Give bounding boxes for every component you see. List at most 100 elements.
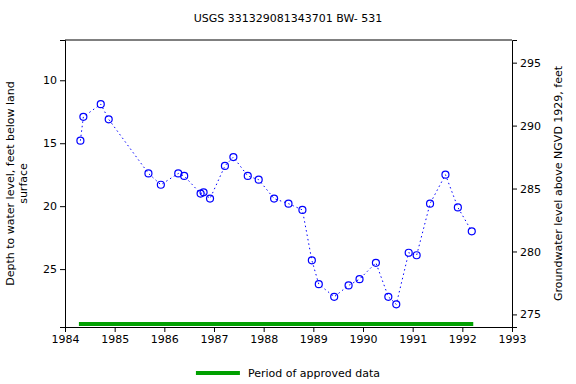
approved-period (79, 322, 473, 326)
data-point (308, 257, 315, 264)
tick: 1992 (449, 327, 477, 346)
tick: 1989 (300, 327, 328, 346)
tick: 1987 (201, 327, 229, 346)
tick-mark (512, 126, 517, 127)
data-point (454, 204, 461, 211)
tick-label: 290 (520, 120, 541, 133)
tick: 25 (43, 263, 65, 276)
tick-label: 285 (520, 183, 541, 196)
y-axis-title: surface (17, 163, 30, 204)
data-point (255, 176, 262, 183)
data-point (345, 282, 352, 289)
tick-mark (462, 327, 463, 332)
data-point (315, 281, 322, 288)
tick-label: 1985 (101, 333, 129, 346)
data-point (413, 252, 420, 259)
tick-mark (60, 143, 65, 144)
tick-mark (512, 251, 517, 252)
data-point (468, 228, 475, 235)
tick-label: 1992 (449, 333, 477, 346)
tick: 20 (43, 200, 65, 213)
axis-line (60, 41, 66, 328)
tick-label: 10 (43, 74, 57, 87)
data-point (356, 276, 363, 283)
tick-label: 1987 (201, 333, 229, 346)
tick-label: 1984 (52, 333, 80, 346)
data-point (427, 200, 434, 207)
data-point (331, 293, 338, 300)
tick-mark (413, 327, 414, 332)
data-point (80, 113, 87, 120)
y-axis: 10 15 20 25 (43, 41, 66, 328)
data-point (97, 101, 104, 108)
axis-line (66, 328, 513, 333)
tick: 275 (512, 308, 541, 321)
tick: 1988 (250, 327, 278, 346)
data-point (372, 259, 379, 266)
data-point (442, 171, 449, 178)
y2-axis-title: Groundwater level above NGVD 1929, feet (552, 65, 565, 301)
data-point (207, 195, 214, 202)
data-point (77, 137, 84, 144)
tick-mark (264, 327, 265, 332)
tick: 290 (512, 120, 541, 133)
tick: 1991 (399, 327, 427, 346)
tick-label: 1993 (499, 333, 527, 346)
tick-mark (214, 327, 215, 332)
tick-mark (115, 327, 116, 332)
data-point (285, 200, 292, 207)
data-point (145, 170, 152, 177)
tick: 295 (512, 57, 541, 70)
tick: 280 (512, 245, 541, 258)
tick-label: 1986 (151, 333, 179, 346)
data-point (200, 189, 207, 196)
tick-mark (60, 269, 65, 270)
tick: 1984 (52, 327, 80, 346)
tick-mark (60, 206, 65, 207)
frame (65, 40, 512, 41)
tick-label: 15 (43, 137, 57, 150)
tick: 1990 (350, 327, 378, 346)
tick-mark (313, 327, 314, 332)
data-point (385, 293, 392, 300)
tick: 1993 (499, 327, 527, 346)
tick-label: 1990 (350, 333, 378, 346)
tick-mark (363, 327, 364, 332)
tick-label: 1988 (250, 333, 278, 346)
tick-label: 20 (43, 200, 57, 213)
title: USGS 331329081343701 BW- 531 (194, 12, 383, 25)
tick: 1985 (101, 327, 129, 346)
data-point (244, 172, 251, 179)
tick: 10 (43, 74, 65, 87)
series-line (80, 104, 471, 304)
tick-mark (164, 327, 165, 332)
legend-swatch (196, 371, 240, 375)
chart: 1984 1985 1986 1987 1988 1989 1990 1991 1992 1993… (0, 0, 576, 384)
data-point (157, 181, 164, 188)
tick-mark (512, 189, 517, 190)
data-point (393, 301, 400, 308)
tick-mark (512, 63, 517, 64)
tick-label: 1989 (300, 333, 328, 346)
data-point (230, 154, 237, 161)
axis-line (513, 41, 518, 328)
plot-area (77, 101, 475, 324)
data-point (299, 206, 306, 213)
tick-label: 1991 (399, 333, 427, 346)
legend: Period of approved data (196, 367, 380, 380)
data-point (271, 195, 278, 202)
data-point (105, 116, 112, 123)
tick: 15 (43, 137, 65, 150)
tick-mark (60, 80, 65, 81)
data-point (405, 249, 412, 256)
tick-label: 295 (520, 57, 541, 70)
tick-mark (512, 314, 517, 315)
data-point (181, 172, 188, 179)
tick-label: 275 (520, 308, 541, 321)
legend-label: Period of approved data (248, 367, 380, 380)
tick-label: 25 (43, 263, 57, 276)
x-axis: 1984 1985 1986 1987 1988 1989 1990 1991 1992 1993 (52, 327, 527, 346)
tick: 285 (512, 183, 541, 196)
tick-label: 280 (520, 245, 541, 258)
data-point (221, 162, 228, 169)
